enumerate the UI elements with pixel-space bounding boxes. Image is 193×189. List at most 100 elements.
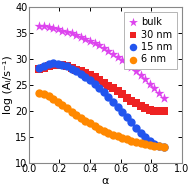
30 nm <box>42 66 46 69</box>
bulk <box>130 65 133 68</box>
15 nm <box>52 62 55 65</box>
30 nm <box>93 76 96 79</box>
6 nm <box>107 131 110 134</box>
6 nm <box>65 107 69 110</box>
30 nm <box>125 96 128 99</box>
6 nm <box>98 127 101 130</box>
Legend: bulk, 30 nm, 15 nm, 6 nm: bulk, 30 nm, 15 nm, 6 nm <box>124 12 177 69</box>
6 nm <box>52 98 55 101</box>
bulk <box>38 24 41 27</box>
30 nm <box>162 109 165 112</box>
30 nm <box>121 93 124 96</box>
30 nm <box>153 109 156 112</box>
6 nm <box>56 101 59 104</box>
bulk <box>107 50 110 53</box>
30 nm <box>88 74 91 77</box>
6 nm <box>157 145 160 148</box>
30 nm <box>102 81 105 84</box>
6 nm <box>47 95 50 98</box>
6 nm <box>102 129 105 132</box>
30 nm <box>47 64 50 67</box>
6 nm <box>134 141 137 144</box>
6 nm <box>42 93 46 96</box>
bulk <box>125 62 128 65</box>
15 nm <box>98 87 101 90</box>
bulk <box>93 42 96 45</box>
15 nm <box>61 64 64 67</box>
6 nm <box>70 110 73 113</box>
bulk <box>84 37 87 40</box>
30 nm <box>70 67 73 70</box>
15 nm <box>153 143 156 146</box>
6 nm <box>111 133 114 136</box>
30 nm <box>116 90 119 93</box>
bulk <box>111 52 114 55</box>
bulk <box>56 28 59 31</box>
6 nm <box>162 145 165 148</box>
6 nm <box>61 104 64 107</box>
6 nm <box>153 144 156 147</box>
6 nm <box>130 139 133 143</box>
30 nm <box>52 64 55 67</box>
6 nm <box>121 136 124 139</box>
15 nm <box>107 95 110 98</box>
30 nm <box>38 67 41 70</box>
30 nm <box>134 102 137 105</box>
bulk <box>121 59 124 62</box>
bulk <box>52 27 55 30</box>
bulk <box>47 26 50 29</box>
30 nm <box>148 109 151 112</box>
15 nm <box>125 116 128 119</box>
30 nm <box>130 99 133 102</box>
bulk <box>162 97 165 100</box>
30 nm <box>56 64 59 67</box>
15 nm <box>139 131 142 134</box>
bulk <box>75 33 78 36</box>
bulk <box>88 39 91 42</box>
15 nm <box>102 91 105 94</box>
bulk <box>153 87 156 90</box>
bulk <box>157 91 160 94</box>
15 nm <box>162 146 165 149</box>
6 nm <box>116 135 119 138</box>
6 nm <box>79 116 82 119</box>
15 nm <box>84 75 87 78</box>
15 nm <box>75 70 78 73</box>
30 nm <box>139 104 142 107</box>
15 nm <box>134 126 137 129</box>
6 nm <box>75 113 78 116</box>
15 nm <box>157 145 160 148</box>
Y-axis label: log (Aᵢ/s⁻¹): log (Aᵢ/s⁻¹) <box>3 56 14 115</box>
30 nm <box>84 72 87 75</box>
15 nm <box>70 67 73 70</box>
15 nm <box>38 67 41 70</box>
15 nm <box>42 64 46 67</box>
15 nm <box>56 62 59 65</box>
6 nm <box>144 143 147 146</box>
15 nm <box>130 121 133 124</box>
6 nm <box>84 119 87 122</box>
6 nm <box>38 91 41 94</box>
6 nm <box>125 138 128 141</box>
bulk <box>61 29 64 32</box>
X-axis label: α: α <box>102 176 109 186</box>
30 nm <box>111 87 114 90</box>
30 nm <box>157 109 160 112</box>
15 nm <box>79 72 82 75</box>
30 nm <box>79 70 82 73</box>
bulk <box>102 46 105 49</box>
15 nm <box>65 65 69 68</box>
bulk <box>139 73 142 76</box>
bulk <box>116 55 119 58</box>
bulk <box>79 36 82 39</box>
15 nm <box>111 100 114 103</box>
30 nm <box>144 107 147 110</box>
bulk <box>144 77 147 80</box>
bulk <box>134 69 137 72</box>
30 nm <box>61 64 64 67</box>
15 nm <box>121 111 124 114</box>
30 nm <box>75 68 78 71</box>
bulk <box>70 32 73 35</box>
15 nm <box>88 79 91 82</box>
30 nm <box>107 84 110 87</box>
